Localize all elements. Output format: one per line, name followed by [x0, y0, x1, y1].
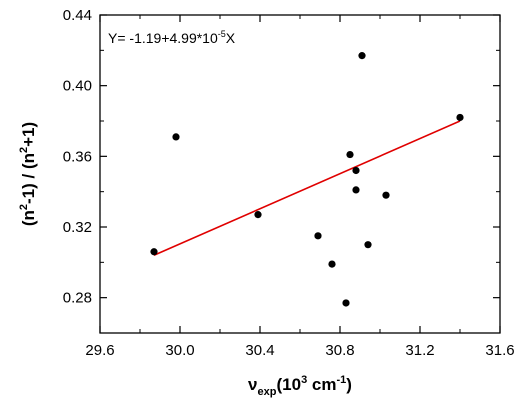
y-axis-title: (n2-1) / (n2+1) [18, 122, 38, 226]
y-tick-label: 0.44 [63, 7, 92, 24]
data-point [352, 186, 360, 194]
data-point [456, 113, 464, 122]
data-point [382, 191, 390, 199]
x-tick-label: 31.2 [405, 342, 434, 359]
data-point [254, 211, 262, 219]
data-point [150, 248, 158, 256]
y-tick-label: 0.40 [63, 78, 92, 95]
y-tick-label: 0.36 [63, 148, 92, 165]
data-point [314, 232, 322, 240]
x-axis-title: νexp(103 cm-1) [248, 374, 352, 398]
data-point [328, 260, 336, 268]
data-point [352, 166, 360, 175]
data-point [364, 241, 372, 249]
x-tick-label: 31.6 [485, 342, 514, 359]
x-tick-label: 30.0 [165, 342, 194, 359]
x-tick-label: 30.8 [325, 342, 354, 359]
y-tick-label: 0.32 [63, 219, 92, 236]
y-tick-label: 0.28 [63, 290, 92, 307]
x-tick-label: 30.4 [245, 342, 274, 359]
data-point [346, 150, 354, 159]
data-point [358, 52, 366, 60]
data-point [172, 133, 180, 141]
data-point [342, 299, 350, 307]
x-tick-label: 29.6 [85, 342, 114, 359]
regression-line [153, 120, 461, 256]
plot-frame [99, 14, 501, 334]
fit-equation: Y= -1.19+4.99*10-5X [108, 29, 236, 46]
